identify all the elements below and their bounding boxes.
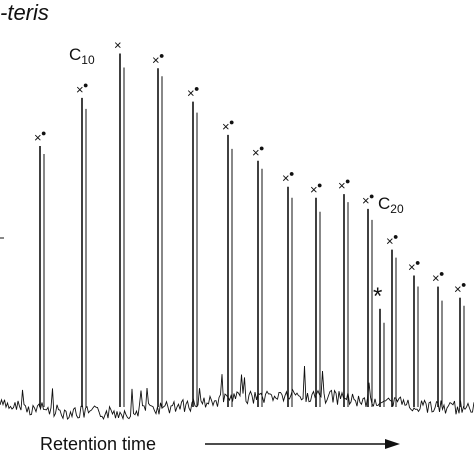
dot-marker: ●: [259, 143, 264, 153]
arrow-head-icon: [385, 439, 400, 449]
dot-marker: ●: [393, 232, 398, 242]
cross-marker: ×: [408, 260, 416, 275]
baseline-trace: [0, 365, 474, 421]
cross-marker: ×: [454, 282, 462, 297]
dot-marker: ●: [439, 269, 444, 279]
cross-marker: ×: [310, 182, 318, 197]
cross-marker: ×: [252, 145, 260, 160]
peaks-group: [39, 53, 465, 407]
cross-marker: ×: [222, 119, 230, 134]
dot-marker: ●: [194, 84, 199, 94]
dot-marker: ●: [345, 176, 350, 186]
c10-annotation: C10: [69, 45, 95, 67]
dot-marker: ●: [369, 191, 374, 201]
cross-marker: ×: [187, 86, 195, 101]
cross-marker: ×: [362, 193, 370, 208]
dot-marker: ●: [461, 280, 466, 290]
cross-marker: ×: [114, 38, 122, 53]
cross-marker: ×: [386, 234, 394, 249]
dot-marker: ●: [41, 128, 46, 138]
baseline-noise-line: [0, 365, 474, 421]
c10-subscript: 10: [81, 53, 95, 67]
c20-letter: C: [378, 194, 390, 213]
dot-marker: ●: [159, 50, 164, 60]
cross-marker: ×: [34, 130, 42, 145]
c10-letter: C: [69, 45, 81, 64]
x-axis-label: Retention time: [40, 434, 156, 454]
dot-marker: ●: [415, 258, 420, 268]
c20-subscript: 20: [390, 202, 404, 216]
markers-group: × ●× ●×× ●× ●× ●× ●× ●× ● × ●× ●× ●× ●× ●× ●: [0, 38, 466, 297]
dot-marker: ●: [229, 117, 234, 127]
dot-marker: ●: [317, 180, 322, 190]
chart-title-fragment: -teris: [0, 0, 49, 25]
cross-marker: ×: [76, 82, 84, 97]
star-marker: *: [373, 283, 382, 310]
c20-annotation: C20: [378, 194, 404, 216]
cross-marker: ×: [432, 271, 440, 286]
dot-marker: ●: [83, 80, 88, 90]
dot-marker: ●: [289, 169, 294, 179]
cross-marker: ×: [152, 52, 160, 67]
x-axis-arrow: [205, 439, 400, 449]
cross-marker: ×: [282, 171, 290, 186]
cross-marker: ×: [338, 178, 346, 193]
